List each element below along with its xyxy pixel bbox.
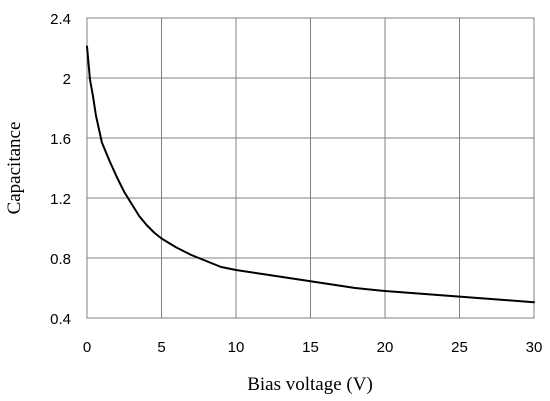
x-tick-label: 30 xyxy=(526,339,543,356)
x-tick-label: 15 xyxy=(302,339,319,356)
capacitance-series-line xyxy=(86,45,535,304)
grid xyxy=(87,18,534,318)
y-axis-tick-labels: 0.4 0.8 1.2 1.6 2 2.4 xyxy=(50,11,71,328)
y-tick-label: 2 xyxy=(63,71,71,88)
x-axis-tick-labels: 0 5 10 15 20 25 30 xyxy=(83,339,543,356)
plot-area-frame xyxy=(86,17,535,319)
y-tick-label: 0.4 xyxy=(50,311,71,328)
x-tick-label: 5 xyxy=(157,339,165,356)
y-tick-label: 0.8 xyxy=(50,251,71,268)
x-tick-label: 20 xyxy=(377,339,394,356)
x-tick-label: 25 xyxy=(451,339,468,356)
y-tick-label: 1.2 xyxy=(50,191,71,208)
y-axis-label: Capacitance xyxy=(4,122,25,215)
x-axis-label: Bias voltage (V) xyxy=(247,374,373,395)
x-tick-label: 0 xyxy=(83,339,91,356)
y-tick-label: 2.4 xyxy=(50,11,71,28)
y-tick-label: 1.6 xyxy=(50,131,71,148)
x-tick-label: 10 xyxy=(228,339,245,356)
